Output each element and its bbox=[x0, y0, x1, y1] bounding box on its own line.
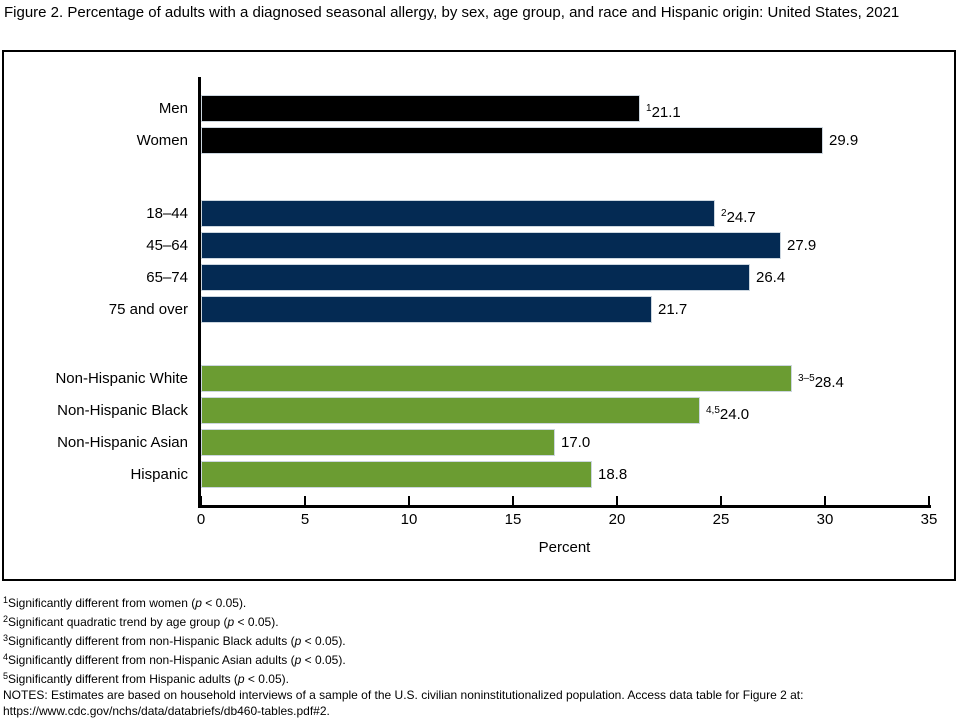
value-label: 26.4 bbox=[756, 269, 786, 286]
notes-text: NOTES: Estimates are based on household … bbox=[3, 688, 804, 718]
bar bbox=[201, 397, 700, 424]
value-label: 17.0 bbox=[561, 434, 591, 451]
x-tick-label: 30 bbox=[816, 511, 834, 528]
category-label: Non-Hispanic Black bbox=[57, 402, 188, 419]
footnote-superscript: 4 bbox=[3, 652, 9, 662]
x-tick bbox=[824, 496, 826, 505]
footnote-text: Significant quadratic trend by age group… bbox=[8, 615, 279, 629]
category-label: Non-Hispanic White bbox=[55, 370, 188, 387]
footnote: 2Significant quadratic trend by age grou… bbox=[3, 611, 953, 630]
value-superscript: 2 bbox=[721, 208, 727, 219]
bar bbox=[201, 264, 750, 291]
footnote: 4Significantly different from non-Hispan… bbox=[3, 649, 953, 668]
value-label: 3–528.4 bbox=[798, 373, 844, 391]
value-superscript: 3–5 bbox=[798, 373, 815, 384]
footnote-superscript: 1 bbox=[3, 595, 9, 605]
x-tick bbox=[512, 496, 514, 505]
bar bbox=[201, 365, 792, 392]
category-label: Women bbox=[136, 132, 188, 149]
x-tick-label: 5 bbox=[300, 511, 310, 528]
value-label: 4,524.0 bbox=[706, 405, 750, 423]
x-tick-label: 0 bbox=[196, 511, 206, 528]
bar bbox=[201, 127, 823, 154]
bar bbox=[201, 429, 555, 456]
x-tick bbox=[408, 496, 410, 505]
x-tick bbox=[928, 496, 930, 505]
x-tick bbox=[304, 496, 306, 505]
x-tick bbox=[616, 496, 618, 505]
value-superscript: 1 bbox=[646, 103, 652, 114]
category-label: 45–64 bbox=[146, 237, 188, 254]
x-axis-line bbox=[198, 505, 931, 508]
category-label: Non-Hispanic Asian bbox=[57, 434, 188, 451]
category-label: Men bbox=[158, 100, 188, 117]
x-tick-label: 15 bbox=[504, 511, 522, 528]
bar bbox=[201, 232, 781, 259]
plot-area: Men 121.1 Women 29.9 18–44 224.7 45–64 27.9 65–7… bbox=[4, 52, 954, 579]
footnote: 5Significantly different from Hispanic a… bbox=[3, 668, 953, 687]
footnote-text: Significantly different from Hispanic ad… bbox=[8, 672, 289, 686]
footnote-text: Significantly different from non-Hispani… bbox=[8, 634, 346, 648]
footnote: 3Significantly different from non-Hispan… bbox=[3, 630, 953, 649]
footnote-superscript: 5 bbox=[3, 671, 9, 681]
x-tick-label: 10 bbox=[400, 511, 418, 528]
y-axis-line bbox=[198, 77, 201, 508]
figure-title: Figure 2. Percentage of adults with a di… bbox=[4, 4, 900, 21]
x-tick-label: 25 bbox=[712, 511, 730, 528]
value-label: 224.7 bbox=[721, 208, 756, 226]
category-label: 75 and over bbox=[108, 301, 188, 318]
x-tick-label: 35 bbox=[920, 511, 938, 528]
category-label: 65–74 bbox=[146, 269, 188, 286]
footnote-text: Significantly different from non-Hispani… bbox=[8, 653, 346, 667]
footnotes: 1Significantly different from women (p <… bbox=[3, 592, 953, 687]
footnote: 1Significantly different from women (p <… bbox=[3, 592, 953, 611]
category-label: 18–44 bbox=[146, 205, 188, 222]
value-label: 121.1 bbox=[646, 103, 681, 121]
bar bbox=[201, 461, 592, 488]
value-label: 29.9 bbox=[829, 132, 859, 149]
value-superscript: 4,5 bbox=[706, 405, 720, 416]
category-label: Hispanic bbox=[130, 466, 188, 483]
footnote-text: Significantly different from women (p < … bbox=[8, 596, 247, 610]
bar bbox=[201, 95, 640, 122]
footnotes-block: 1Significantly different from women (p <… bbox=[3, 592, 953, 720]
bar bbox=[201, 296, 652, 323]
footnote-superscript: 3 bbox=[3, 633, 9, 643]
x-axis-title: Percent bbox=[538, 539, 591, 556]
chart-box: Men 121.1 Women 29.9 18–44 224.7 45–64 27.9 65–7… bbox=[2, 50, 956, 581]
value-label: 18.8 bbox=[598, 466, 628, 483]
footnote-superscript: 2 bbox=[3, 614, 9, 624]
value-label: 21.7 bbox=[658, 301, 688, 318]
x-tick bbox=[720, 496, 722, 505]
bar bbox=[201, 200, 715, 227]
x-tick bbox=[200, 496, 202, 505]
value-label: 27.9 bbox=[787, 237, 817, 254]
x-tick-label: 20 bbox=[608, 511, 626, 528]
